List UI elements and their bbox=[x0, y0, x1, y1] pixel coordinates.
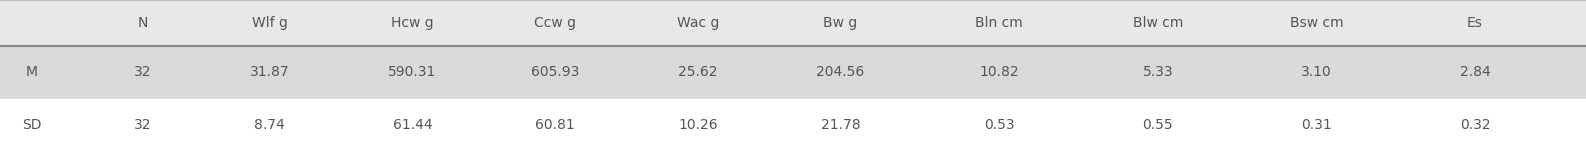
Text: 204.56: 204.56 bbox=[817, 65, 864, 79]
Text: Hcw g: Hcw g bbox=[392, 16, 433, 30]
Text: 21.78: 21.78 bbox=[822, 118, 860, 132]
Text: Wlf g: Wlf g bbox=[252, 16, 287, 30]
Text: 10.26: 10.26 bbox=[679, 118, 717, 132]
Text: N: N bbox=[138, 16, 147, 30]
Text: SD: SD bbox=[22, 118, 41, 132]
Text: 32: 32 bbox=[133, 118, 152, 132]
Text: Es: Es bbox=[1467, 16, 1483, 30]
Text: 3.10: 3.10 bbox=[1301, 65, 1332, 79]
Text: 60.81: 60.81 bbox=[534, 118, 576, 132]
Text: 0.31: 0.31 bbox=[1301, 118, 1332, 132]
Text: 5.33: 5.33 bbox=[1142, 65, 1174, 79]
Text: Blw cm: Blw cm bbox=[1132, 16, 1183, 30]
Text: 590.31: 590.31 bbox=[389, 65, 436, 79]
Text: 10.82: 10.82 bbox=[980, 65, 1018, 79]
Text: 31.87: 31.87 bbox=[251, 65, 289, 79]
Text: 0.55: 0.55 bbox=[1142, 118, 1174, 132]
Text: 32: 32 bbox=[133, 65, 152, 79]
Text: Bw g: Bw g bbox=[823, 16, 858, 30]
Text: 0.32: 0.32 bbox=[1459, 118, 1491, 132]
Text: Bln cm: Bln cm bbox=[975, 16, 1023, 30]
Text: M: M bbox=[25, 65, 38, 79]
Text: 61.44: 61.44 bbox=[393, 118, 431, 132]
Text: Bsw cm: Bsw cm bbox=[1289, 16, 1343, 30]
Text: 0.53: 0.53 bbox=[983, 118, 1015, 132]
Text: 8.74: 8.74 bbox=[254, 118, 285, 132]
Text: Ccw g: Ccw g bbox=[534, 16, 576, 30]
Text: 25.62: 25.62 bbox=[679, 65, 717, 79]
Text: 605.93: 605.93 bbox=[531, 65, 579, 79]
Bar bbox=[0, 99, 1586, 152]
Text: Wac g: Wac g bbox=[677, 16, 718, 30]
Bar bbox=[0, 46, 1586, 99]
Bar bbox=[0, 0, 1586, 46]
Text: 2.84: 2.84 bbox=[1459, 65, 1491, 79]
